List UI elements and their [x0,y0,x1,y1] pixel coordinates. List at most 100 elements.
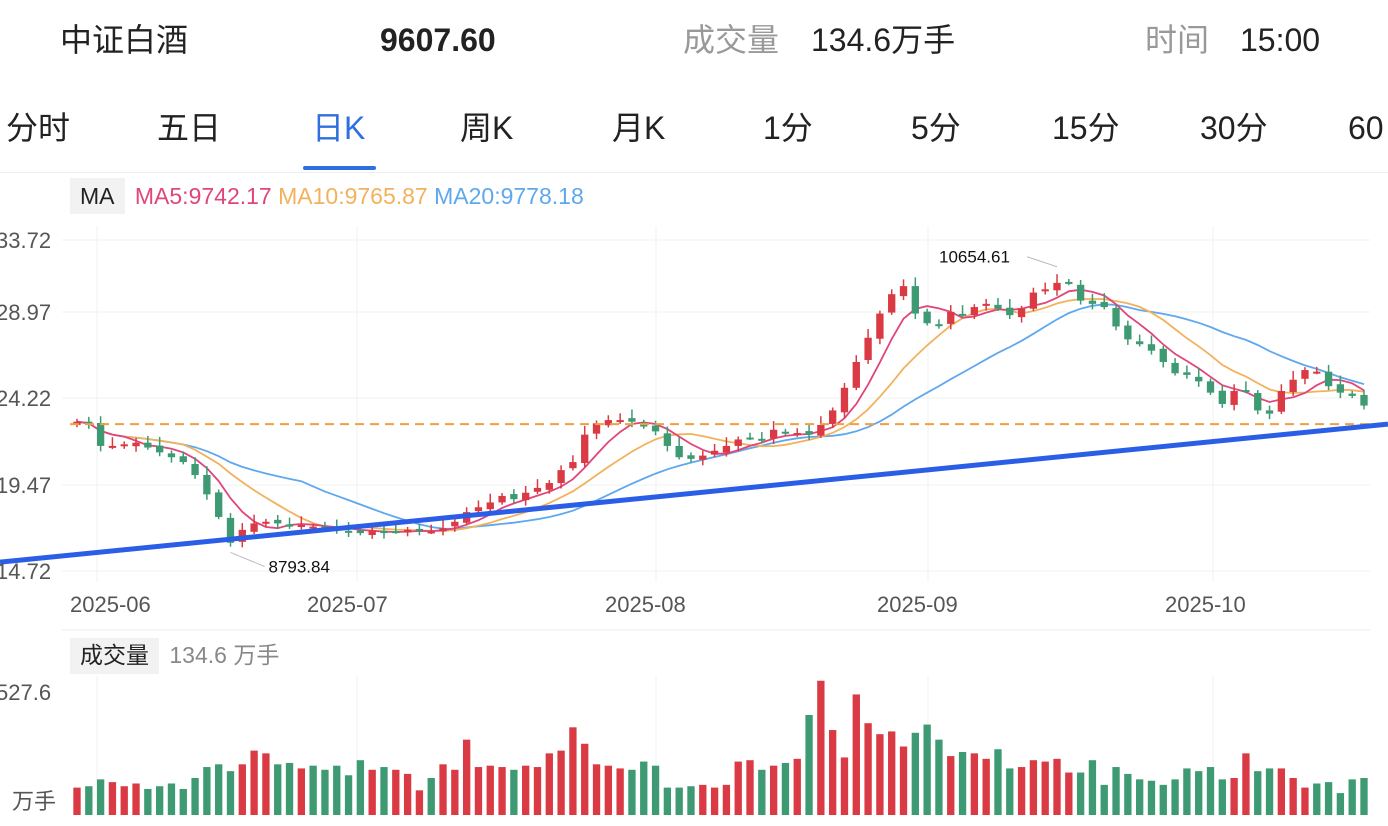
candle-body [616,420,624,423]
volume-bar [533,767,542,815]
tab-weekly-k[interactable]: 周K [460,110,514,146]
candle-body [888,294,896,313]
volume-bar [817,680,825,815]
volume-bar [628,769,636,815]
low-annotation: 8793.84 [268,557,329,576]
volume-badge[interactable]: 成交量 [70,638,159,674]
volume-bar [333,765,341,815]
candle-body [1017,308,1026,318]
volume-bar [226,771,235,815]
volume-bar [1277,768,1286,815]
tab-monthly-k[interactable]: 月K [612,110,666,146]
tab-fenshi[interactable]: 分时 [6,110,71,146]
candle-body [380,530,388,534]
candle-body [793,433,801,436]
candle-body [1242,390,1250,393]
candle-body [1289,379,1297,393]
tab-30min[interactable]: 30分 [1200,110,1268,146]
tab-five-day[interactable]: 五日 [157,110,222,146]
candle-body [1230,391,1238,405]
candle-body [1124,325,1132,340]
candle-body [958,313,967,316]
candle-body [415,528,424,531]
volume-bar [403,773,412,815]
volume-bar [911,732,919,815]
volume-bar [203,767,211,815]
volume-bar [1065,772,1073,815]
volume-bar [238,764,246,815]
candle-body [155,445,164,453]
volume-bar [710,787,719,815]
tab-daily-k[interactable]: 日K [312,110,366,146]
candle-body [297,525,305,528]
tab-1min[interactable]: 1分 [763,110,813,146]
volume-bar [1313,783,1321,815]
time-label: 时间 [1145,22,1210,58]
candle-body [533,487,542,492]
candle-body [203,474,211,495]
volume-bar [297,768,305,815]
volume-bar [746,760,754,815]
trendline [0,421,1388,565]
candle-body [274,519,282,524]
candle-body [829,410,837,424]
tab-60min[interactable]: 60 [1348,110,1384,146]
volume-bar [1136,779,1144,815]
volume-bar [923,724,931,815]
volume-bar [769,765,778,815]
candle-body [522,492,530,501]
ma-badge[interactable]: MA [70,178,125,214]
volume-bar [179,788,187,815]
candle-body [781,431,790,434]
tab-5min[interactable]: 5分 [911,110,961,146]
volume-bar [1017,767,1026,815]
candle-body [285,524,294,527]
candle-body [427,531,435,534]
candle-body [1277,391,1286,412]
volume-bar [1301,787,1309,815]
volume-bar [970,753,979,815]
candle-body [144,442,152,448]
volume-bar [1195,771,1203,815]
volume-bar [663,787,672,815]
volume-bar [155,786,164,815]
candle-body [675,445,683,458]
chart-grid [62,226,1370,815]
volume-legend-value: 134.6 万手 [169,642,280,668]
candle-body [1348,393,1356,396]
candle-body [710,450,719,455]
y-tick-label: 24.22 [0,386,51,411]
candle-body [1053,282,1061,291]
volume-bar [1230,778,1238,815]
volume-bar [108,782,117,815]
volume-bar [392,769,400,815]
volume-bar [888,731,896,815]
candle-body [498,495,506,503]
volume-bar [439,764,447,815]
volume-bar [1124,773,1132,815]
volume-bar [675,787,683,815]
volume-bars [73,680,1368,815]
candle-body [167,453,176,458]
candle-body [758,438,766,441]
candle-body [1029,292,1038,309]
ma-legend: MA MA5:9742.17 MA10:9765.87 MA20:9778.18 [70,178,584,214]
high-marker-line [1026,256,1058,268]
period-tabs: 分时 五日 日K 周K 月K 1分 5分 15分 30分 60 [0,100,1388,173]
candle-body [451,521,459,527]
tab-15min[interactable]: 15分 [1052,110,1120,146]
volume-bar [1360,778,1368,815]
candle-body [864,337,872,361]
candle-body [120,444,128,447]
candle-body [852,361,860,388]
candle-body [309,526,317,529]
volume-bar [120,786,128,815]
candle-body [1254,392,1262,411]
candle-body [569,462,577,469]
candle-body [1265,410,1274,414]
volume-bar [1348,779,1356,815]
candle-body [392,531,400,534]
ma20-value: MA20:9778.18 [434,183,584,209]
volume-bar [191,778,199,815]
